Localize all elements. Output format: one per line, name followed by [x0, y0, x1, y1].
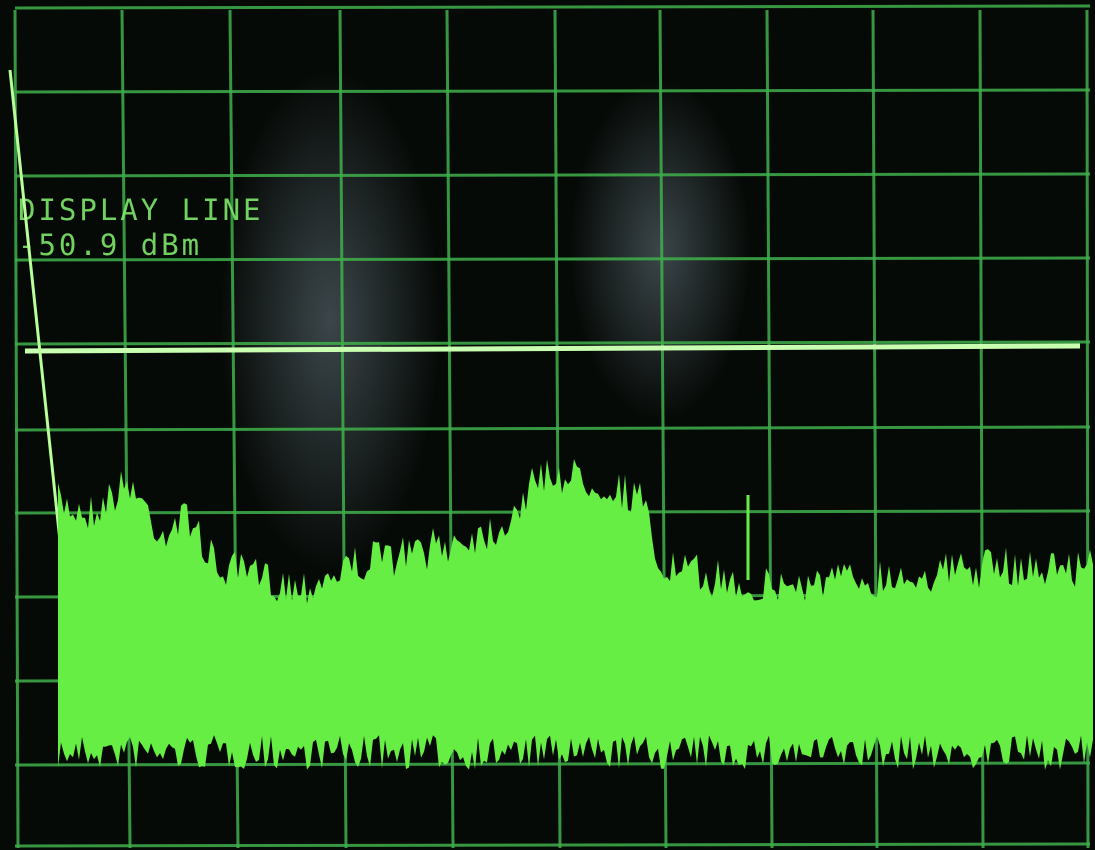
grid-line [14, 340, 1091, 346]
display-line-label: DISPLAY LINE [18, 193, 264, 227]
grid-line [14, 842, 1091, 848]
grid-line [14, 425, 1091, 432]
trace-edge [8, 69, 64, 561]
grid-line [14, 88, 1091, 94]
display-line-level: -50.9 dBm [18, 228, 202, 262]
spectrum-trace [58, 459, 1093, 770]
noise-floor [58, 459, 1093, 770]
display-line [24, 343, 1081, 354]
grid-line [14, 172, 1091, 178]
grid-line [14, 4, 1091, 10]
grid-line [14, 761, 1091, 767]
grid-line [14, 256, 1091, 262]
reflection [220, 70, 440, 570]
